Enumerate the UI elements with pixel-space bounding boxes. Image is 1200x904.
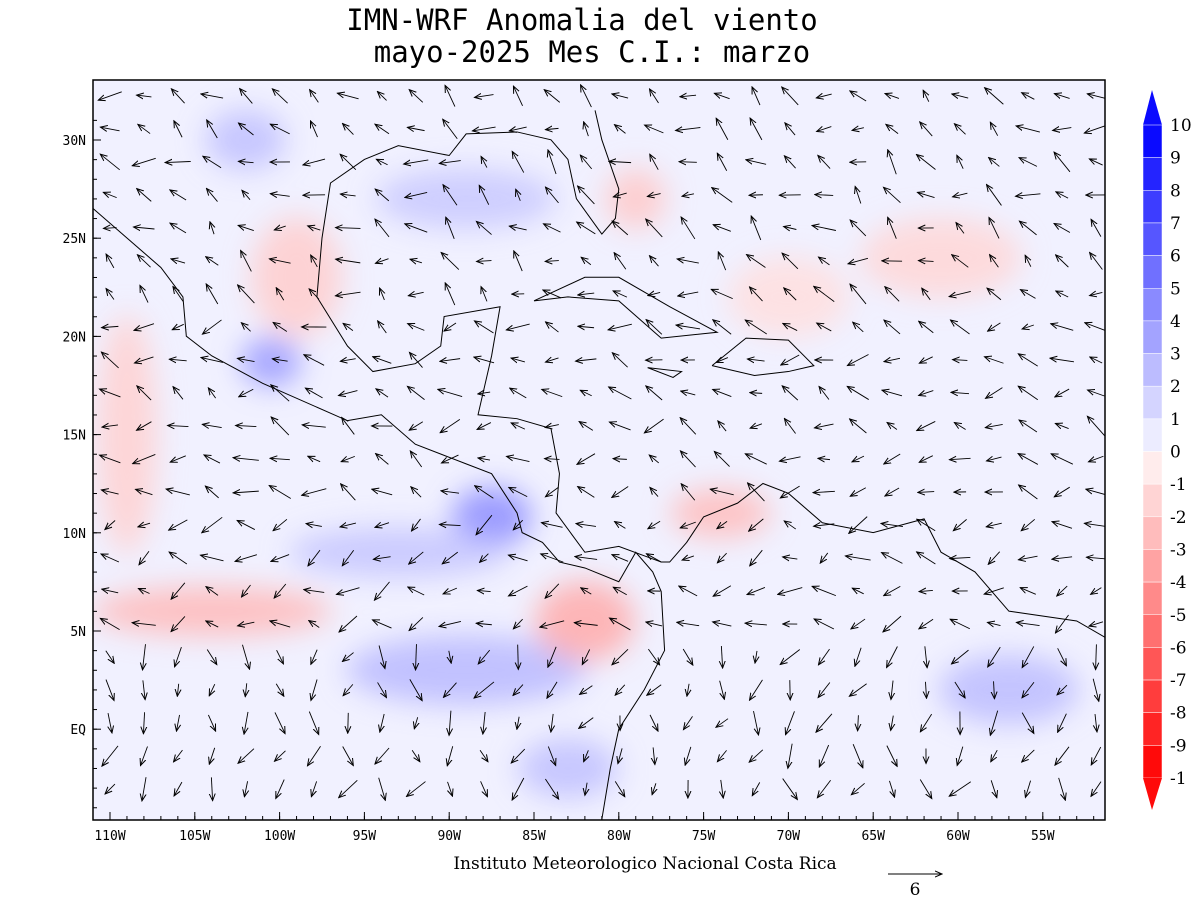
colorbar-label: 8 [1170,181,1181,201]
colorbar-label: 7 [1170,214,1181,234]
colorbar-box [1143,321,1162,354]
lon-tick-label: 105W [179,829,210,844]
wind-arrow [679,162,697,163]
lon-tick-label: 90W [437,829,461,844]
colorbar-box [1143,256,1162,289]
lon-tick-label: 95W [353,829,377,844]
colorbar-box [1143,452,1162,485]
lat-tick-label: EQ [70,723,86,738]
lat-tick-label: 20N [63,330,86,345]
lon-tick-label: 75W [692,829,716,844]
lat-tick-label: 5N [70,625,86,640]
title-line: IMN-WRF Anomalia del viento [346,3,817,37]
colorbar-box [1143,582,1162,615]
colorbar-label: 5 [1170,279,1181,299]
colorbar-label: -9 [1170,736,1187,756]
colorbar-box [1143,386,1162,419]
lon-tick-label: 55W [1031,829,1055,844]
colorbar-box [1143,288,1162,321]
reference-label: 6 [910,880,921,900]
lon-tick-label: 70W [777,829,801,844]
lon-tick-label: 100W [264,829,295,844]
colorbar-label: 10 [1170,116,1192,136]
colorbar-box [1143,484,1162,517]
colorbar-label: -4 [1170,573,1187,593]
colorbar-box [1143,158,1162,191]
colorbar-label: -5 [1170,606,1187,626]
lon-tick-label: 60W [946,829,970,844]
colorbar-label: -2 [1170,508,1187,528]
anomaly-patch [728,257,848,337]
colorbar-label: -1 [1170,769,1187,789]
colorbar-label: -3 [1170,540,1187,560]
lat-tick-label: 10N [63,527,86,542]
colorbar-label: -8 [1170,704,1187,724]
colorbar-box [1143,419,1162,452]
lat-tick-label: 15N [63,429,86,444]
colorbar-label: 1 [1170,410,1181,430]
colorbar-label: 9 [1170,149,1181,169]
colorbar-box [1143,223,1162,256]
colorbar-label: 3 [1170,345,1181,365]
lon-tick-label: 65W [861,829,885,844]
colorbar-box [1143,745,1162,778]
anomaly-patch [376,169,556,229]
colorbar-label: 0 [1170,443,1181,463]
anomaly-patch [288,527,508,577]
anomaly-patch [241,337,301,387]
lat-tick-label: 30N [63,134,86,149]
colorbar-box [1143,647,1162,680]
colorbar-box [1143,713,1162,746]
colorbar-label: -7 [1170,671,1187,691]
colorbar-box [1143,615,1162,648]
colorbar-box [1143,354,1162,387]
colorbar-arrow-top [1143,90,1162,125]
colorbar-label: 4 [1170,312,1181,332]
colorbar-label: -1 [1170,475,1187,495]
colorbar-label: 6 [1170,247,1181,267]
colorbar-arrow-bottom [1143,778,1162,810]
colorbar-label: 2 [1170,377,1181,397]
anomaly-patch [671,488,771,538]
lon-tick-label: 85W [522,829,546,844]
colorbar-box [1143,125,1162,158]
title-line: mayo-2025 Mes C.I.: marzo [374,35,811,69]
footer: Instituto Meteorologico Nacional Costa R… [453,854,836,874]
colorbar-box [1143,549,1162,582]
map-area [92,80,1111,820]
colorbar-box [1143,517,1162,550]
lon-tick-label: 110W [94,829,125,844]
colorbar-box [1143,680,1162,713]
anomaly-patch [518,738,618,798]
colorbar-label: -6 [1170,638,1187,658]
wind-arrow [348,713,349,733]
anomaly-patch [206,110,286,170]
anomaly-patch [252,217,342,337]
colorbar-box [1143,190,1162,223]
wind-arrow [518,645,519,670]
anomaly-patch [861,218,1021,298]
lat-tick-label: 25N [63,232,86,247]
anomaly-patch [92,586,332,636]
lon-tick-label: 80W [607,829,631,844]
anomaly-patch [97,314,157,554]
